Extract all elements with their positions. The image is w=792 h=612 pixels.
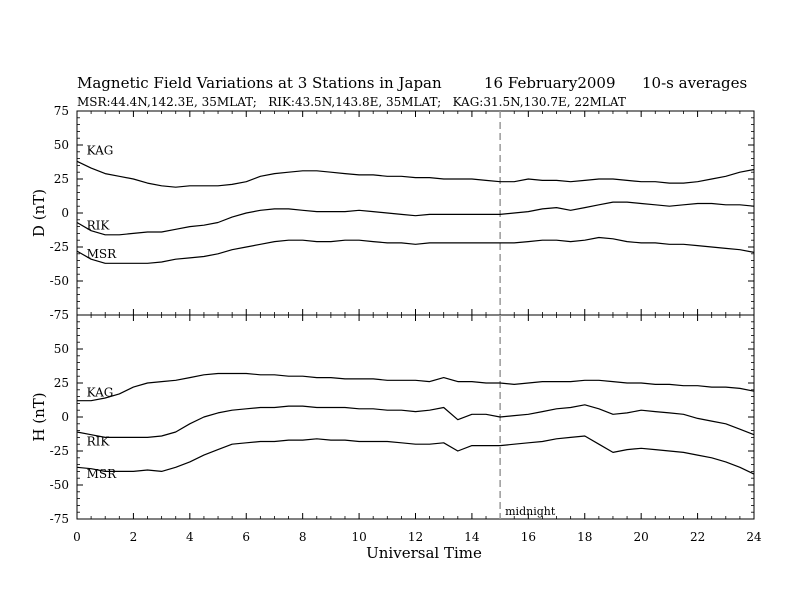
series-label-rik: RIK xyxy=(87,218,111,232)
midnight-label: midnight xyxy=(505,505,556,518)
y-tick-label: 0 xyxy=(61,410,69,424)
series-line-kag xyxy=(76,160,755,188)
series-label-kag: KAG xyxy=(87,386,114,400)
y-tick-label: -25 xyxy=(50,444,69,458)
series-line-rik xyxy=(76,201,755,236)
x-tick-label: 8 xyxy=(299,530,307,544)
series-label-msr: MSR xyxy=(87,467,118,481)
x-tick-label: 18 xyxy=(577,530,592,544)
x-tick-label: 16 xyxy=(521,530,536,544)
y-tick-label: -25 xyxy=(50,240,69,254)
x-tick-label: 22 xyxy=(690,530,705,544)
panel-d: 75 50 25 0 -25 -50 -75 D (nT) KAG RIK MSR xyxy=(30,104,755,322)
x-tick-label: 20 xyxy=(634,530,649,544)
y-tick-label: 25 xyxy=(54,172,69,186)
series-line-kag xyxy=(77,372,755,402)
chart-title: Magnetic Field Variations at 3 Stations … xyxy=(77,74,442,92)
x-tick-label: 4 xyxy=(186,530,194,544)
series-line-msr xyxy=(76,435,755,475)
y-tick-label: 50 xyxy=(54,138,69,152)
y-axis-label: H (nT) xyxy=(30,392,48,441)
panel-frame xyxy=(76,314,755,520)
x-tick-label: 6 xyxy=(242,530,250,544)
series-label-rik: RIK xyxy=(87,435,111,449)
x-tick-label: 14 xyxy=(464,530,480,544)
chart-averaging: 10-s averages xyxy=(642,74,747,92)
plot-area: 75 50 25 0 -25 -50 -75 D (nT) KAG RIK MSR 50 25 0 -25 -… xyxy=(30,104,762,544)
x-axis-label: Universal Time xyxy=(366,544,482,562)
x-tick-label: 10 xyxy=(351,530,366,544)
x-tick-label: 2 xyxy=(130,530,138,544)
y-tick-label: -75 xyxy=(50,308,69,322)
series-label-kag: KAG xyxy=(87,144,114,158)
y-tick-label: 25 xyxy=(54,376,69,390)
x-tick-label: 0 xyxy=(73,530,81,544)
series-line-rik xyxy=(76,404,755,438)
panel-h: 50 25 0 -25 -50 -75 H (nT) KAG RIK MSR xyxy=(30,314,755,526)
chart-subtitle: MSR:44.4N,142.3E, 35MLAT; RIK:43.5N,143.… xyxy=(77,95,626,109)
y-tick-label: 50 xyxy=(54,342,69,356)
y-tick-label: -75 xyxy=(50,512,69,526)
y-axis-label: D (nT) xyxy=(30,189,48,237)
y-tick-label: -50 xyxy=(50,478,69,492)
x-tick-label: 12 xyxy=(408,530,423,544)
chart-date: 16 February2009 xyxy=(484,74,616,92)
panel-frame xyxy=(76,110,755,316)
x-tick-label: 24 xyxy=(746,530,762,544)
y-tick-label: 75 xyxy=(54,104,69,118)
series-line-msr xyxy=(76,236,755,264)
y-tick-label: -50 xyxy=(50,274,69,288)
series-label-msr: MSR xyxy=(87,247,118,261)
y-tick-label: 0 xyxy=(61,206,69,220)
